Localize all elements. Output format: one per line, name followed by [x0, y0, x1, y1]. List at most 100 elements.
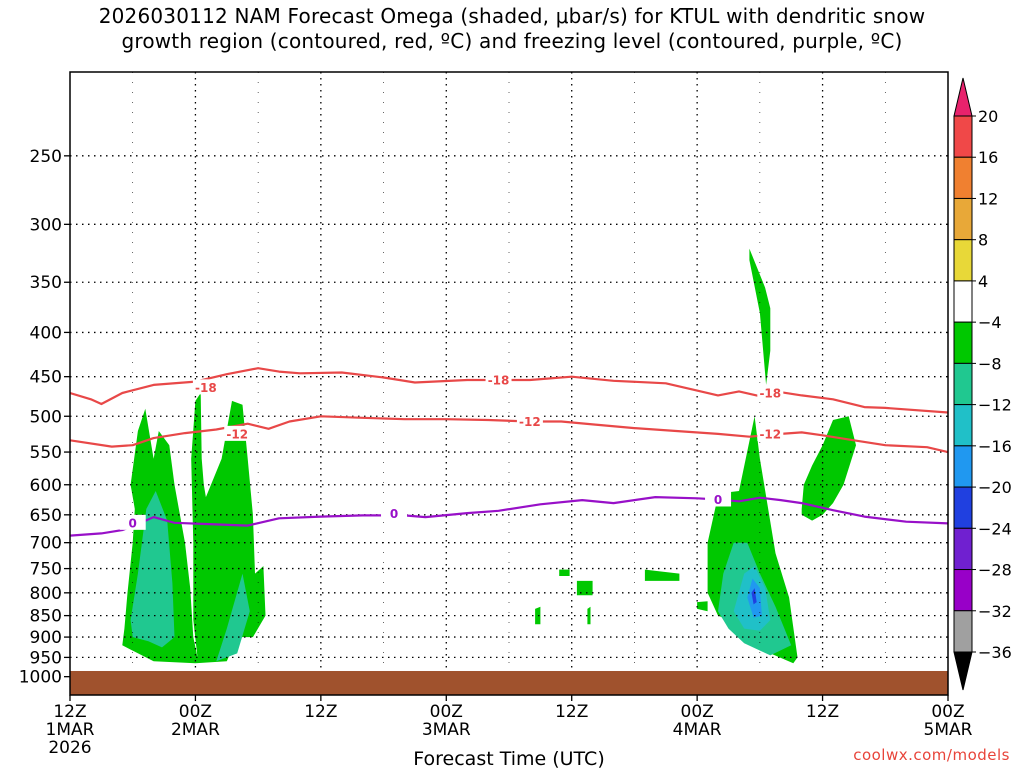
- colorbar-label: −16: [978, 437, 1012, 456]
- contour-label-bg: [705, 491, 732, 507]
- omega-region-9: [697, 601, 708, 612]
- y-tick-label: 600: [30, 476, 62, 496]
- y-tick-label: 900: [30, 628, 62, 648]
- x-tick-label: 1MAR: [46, 720, 95, 740]
- colorbar-label: −8: [978, 354, 1002, 373]
- contour-label-bg: [224, 425, 251, 441]
- y-tick-label: 650: [30, 506, 62, 526]
- chart-title: 2026030112 NAM Forecast Omega (shaded, μ…: [0, 4, 1024, 54]
- x-tick-label: 12Z: [555, 702, 588, 722]
- x-axis-label: Forecast Time (UTC): [413, 748, 604, 768]
- colorbar-box: [953, 404, 973, 447]
- y-tick-label: 800: [30, 584, 62, 604]
- y-tick-label: 950: [30, 648, 62, 668]
- y-axis: 2503003504004505005506006507007508008509…: [19, 147, 70, 688]
- colorbar-box: [953, 197, 973, 241]
- colorbar-label: −12: [978, 396, 1012, 415]
- colorbar-box: [953, 569, 973, 612]
- contour-label-bg: [757, 425, 784, 441]
- omega-region-6: [576, 580, 593, 596]
- omega-region-15: [751, 588, 757, 605]
- colorbar-box: [953, 156, 973, 199]
- colorbar-box: [953, 610, 973, 653]
- contour-label-0-2: -18: [759, 387, 781, 401]
- contour-label-1-0: -12: [226, 427, 248, 441]
- plot-frame: [69, 71, 949, 696]
- contour-line-2: [70, 496, 948, 537]
- omega-region-8: [587, 606, 591, 625]
- omega-shading: [122, 248, 856, 664]
- contour-label-bg: [757, 385, 784, 401]
- y-tick-label: 400: [30, 323, 62, 343]
- omega-region-4: [559, 569, 570, 576]
- colorbar-label: −32: [978, 602, 1012, 621]
- y-tick-label: 550: [30, 443, 62, 463]
- colorbar-box: [953, 321, 973, 364]
- contour-label-2-0: 0: [129, 516, 137, 530]
- colorbar: 20 16 12 8 4 −4 −8 −12 −16 −20 −24 −28 −32 −36: [953, 77, 1012, 691]
- colorbar-label: 8: [978, 231, 988, 250]
- x-tick-label: 2MAR: [171, 720, 220, 740]
- title-line-1: 2026030112 NAM Forecast Omega (shaded, μ…: [98, 4, 926, 28]
- x-tick-label: 2026: [48, 738, 91, 758]
- colorbar-label: −28: [978, 561, 1012, 580]
- y-tick-label: 700: [30, 534, 62, 554]
- colorbar-label: 20: [978, 107, 998, 126]
- contour-label-1-1: -12: [519, 415, 541, 429]
- contour-label-bg: [485, 371, 512, 387]
- contours: -18 -18 -18 -12 -12 -12 0 0 0: [70, 367, 948, 537]
- y-tick-label: 450: [30, 368, 62, 388]
- colorbar-box: [953, 527, 973, 571]
- omega-region-11: [216, 573, 250, 662]
- contour-label-bg: [119, 514, 146, 530]
- y-tick-label: 850: [30, 607, 62, 627]
- colorbar-label: 16: [978, 148, 998, 167]
- colorbar-top-arrow: [953, 77, 973, 117]
- colorbar-box: [953, 486, 973, 529]
- y-tick-label: 350: [30, 273, 62, 293]
- colorbar-label: 4: [978, 272, 988, 291]
- contour-label-1-2: -12: [759, 427, 781, 441]
- credit-text: coolwx.com/models: [853, 746, 1010, 764]
- x-tick-label: 00Z: [931, 702, 964, 722]
- x-tick-label: 00Z: [681, 702, 714, 722]
- omega-region-1: [749, 248, 771, 385]
- x-tick-label: 00Z: [179, 702, 212, 722]
- omega-region-5: [644, 569, 680, 581]
- omega-region-3: [801, 416, 856, 521]
- omega-region-10: [130, 491, 175, 648]
- x-tick-label: 12Z: [304, 702, 337, 722]
- colorbar-label: −24: [978, 519, 1012, 538]
- x-tick-label: 4MAR: [673, 720, 722, 740]
- x-tick-label: 12Z: [53, 702, 86, 722]
- grid: [70, 72, 948, 671]
- y-tick-label: 750: [30, 560, 62, 580]
- x-tick-label: 3MAR: [422, 720, 471, 740]
- colorbar-box: [953, 280, 973, 323]
- contour-label-2-2: 0: [714, 493, 722, 507]
- terrain-band: [70, 670, 948, 695]
- x-tick-label: 12Z: [806, 702, 839, 722]
- omega-region-7: [535, 606, 541, 625]
- x-tick-label: 00Z: [430, 702, 463, 722]
- x-tick-label: 5MAR: [924, 720, 973, 740]
- contour-label-bg: [516, 413, 543, 429]
- contour-label-0-1: -18: [488, 373, 510, 387]
- colorbar-label: −20: [978, 478, 1012, 497]
- terrain: [70, 670, 948, 695]
- contour-label-bg: [381, 505, 408, 521]
- colorbar-box: [953, 239, 973, 282]
- y-tick-label: 300: [30, 215, 62, 235]
- colorbar-box: [953, 115, 973, 158]
- colorbar-label: −4: [978, 313, 1002, 332]
- y-tick-label: 500: [30, 407, 62, 427]
- contour-label-0-0: -18: [195, 381, 217, 395]
- contour-line-1: [70, 415, 948, 454]
- colorbar-label: −36: [978, 643, 1012, 662]
- title-line-2: growth region (contoured, red, ºC) and f…: [121, 29, 903, 53]
- y-tick-label: 250: [30, 147, 62, 167]
- colorbar-box: [953, 445, 973, 488]
- contour-label-bg: [192, 379, 219, 395]
